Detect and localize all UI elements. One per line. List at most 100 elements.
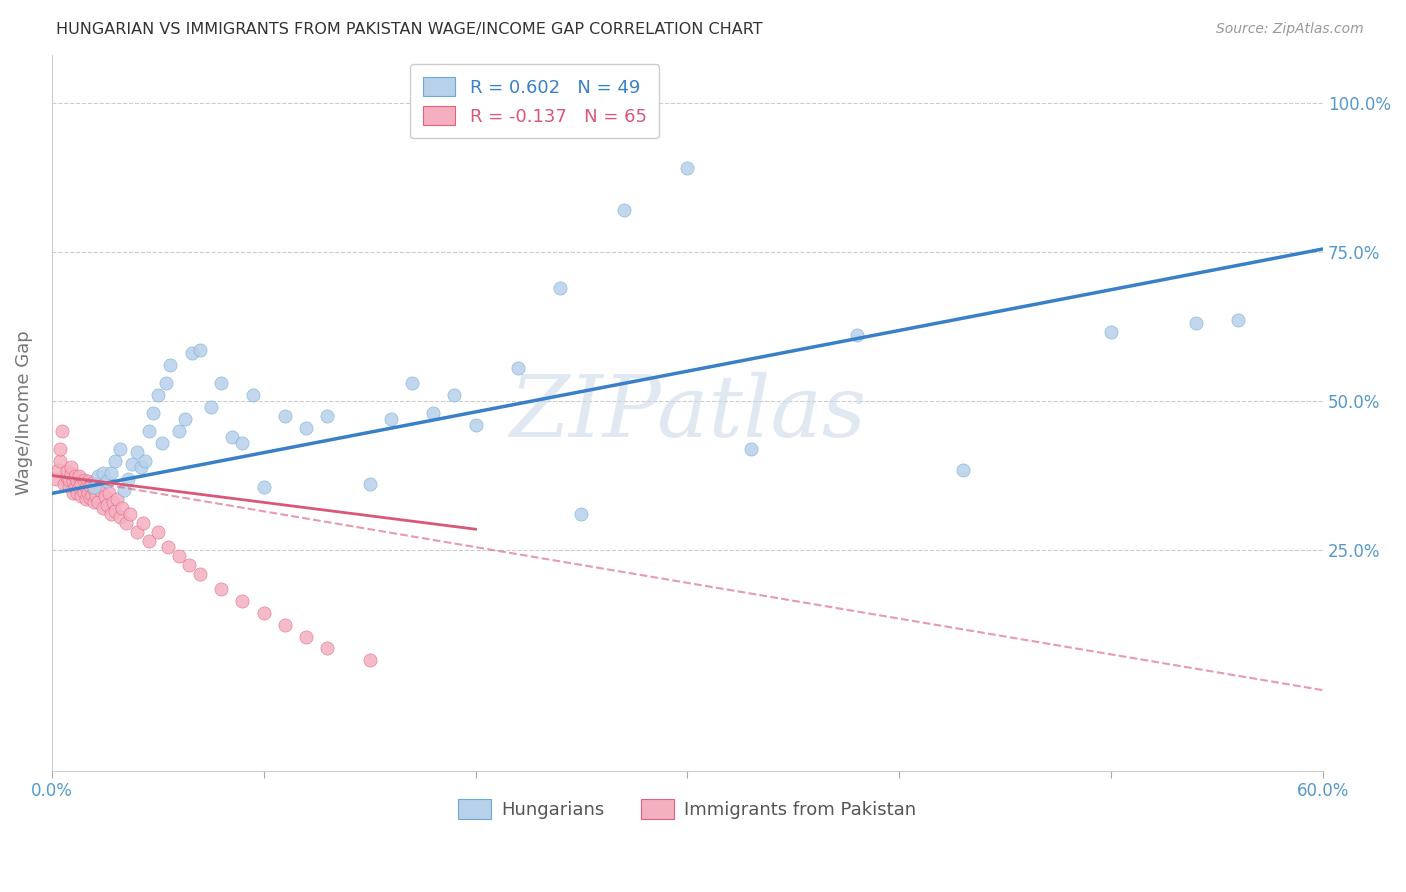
Point (96, 499, 118, 513)
Point (59, 467, 82, 481)
Point (96, 475, 118, 489)
Point (506, 361, 529, 376)
Point (274, 617, 297, 632)
Point (87, 495, 110, 509)
Point (443, 388, 465, 402)
Point (846, 328, 869, 343)
Point (200, 400, 222, 414)
Point (1227, 313, 1250, 327)
Point (1099, 326, 1122, 340)
Point (274, 409, 297, 423)
Point (359, 477, 381, 491)
Y-axis label: Wage/Income Gap: Wage/Income Gap (15, 331, 32, 495)
Point (76, 486, 98, 500)
Point (76, 475, 98, 489)
Point (231, 435, 253, 450)
Point (62, 475, 84, 489)
Point (112, 483, 135, 498)
Point (97, 486, 120, 500)
Point (75, 480, 97, 494)
Point (167, 424, 190, 438)
Point (132, 516, 155, 531)
Point (209, 376, 232, 390)
Point (75, 492, 97, 507)
Point (952, 462, 974, 476)
Point (155, 376, 177, 390)
Point (58, 478, 80, 492)
Point (87, 477, 110, 491)
Point (67, 480, 90, 494)
Point (380, 412, 402, 426)
Point (188, 343, 211, 358)
Point (740, 442, 762, 456)
Point (571, 508, 593, 522)
Point (83, 495, 105, 509)
Point (115, 516, 138, 531)
Point (80, 488, 103, 502)
Point (464, 417, 486, 432)
Point (231, 593, 253, 607)
Point (174, 412, 197, 426)
Point (221, 430, 243, 444)
Point (209, 582, 232, 596)
Point (159, 358, 181, 372)
Point (83, 483, 105, 498)
Point (45, 471, 67, 485)
Point (66, 486, 89, 500)
Point (179, 558, 201, 572)
Point (676, 161, 699, 176)
Point (117, 471, 139, 485)
Point (120, 508, 142, 522)
Point (91, 501, 114, 516)
Point (103, 495, 125, 509)
Point (58, 473, 80, 487)
Text: ZIPatlas: ZIPatlas (509, 372, 866, 454)
Point (51, 424, 73, 438)
Point (150, 435, 173, 450)
Point (129, 459, 152, 474)
Point (142, 406, 165, 420)
Point (108, 442, 131, 456)
Point (253, 480, 276, 494)
Point (422, 406, 444, 420)
Point (84, 489, 107, 503)
Point (167, 549, 190, 563)
Point (125, 444, 148, 458)
Point (83, 480, 105, 494)
Point (67, 468, 90, 483)
Point (100, 508, 122, 522)
Point (66, 475, 89, 489)
Point (359, 653, 381, 667)
Point (89, 483, 111, 498)
Point (53, 477, 76, 491)
Point (79, 491, 101, 505)
Point (188, 566, 211, 581)
Point (138, 534, 160, 549)
Point (111, 501, 134, 516)
Point (295, 421, 318, 435)
Point (253, 606, 276, 620)
Point (87, 468, 110, 483)
Point (1185, 317, 1208, 331)
Point (242, 388, 264, 402)
Point (55, 470, 77, 484)
Point (46, 462, 69, 476)
Point (93, 489, 115, 503)
Point (55, 464, 77, 478)
Text: HUNGARIAN VS IMMIGRANTS FROM PAKISTAN WAGE/INCOME GAP CORRELATION CHART: HUNGARIAN VS IMMIGRANTS FROM PAKISTAN WA… (56, 22, 763, 37)
Point (80, 476, 103, 491)
Text: Source: ZipAtlas.com: Source: ZipAtlas.com (1216, 22, 1364, 37)
Point (295, 630, 318, 644)
Point (121, 457, 143, 471)
Point (63, 480, 86, 494)
Point (49, 453, 72, 467)
Point (62, 486, 84, 500)
Point (70, 489, 93, 503)
Point (180, 346, 202, 360)
Point (146, 525, 169, 540)
Point (138, 424, 160, 438)
Point (316, 409, 339, 423)
Point (613, 203, 636, 218)
Point (100, 466, 122, 480)
Point (91, 466, 114, 480)
